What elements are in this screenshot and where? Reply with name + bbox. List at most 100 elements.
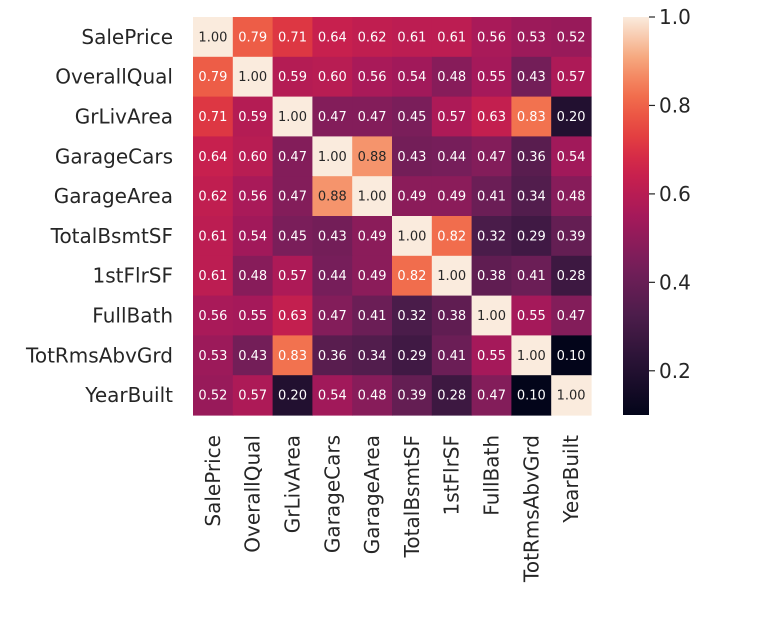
cell-value-label: 0.57 <box>437 110 466 125</box>
heatmap-cell-7-0 <box>193 295 234 336</box>
cell-value-label: 0.39 <box>557 229 586 244</box>
cell-value-label: 0.57 <box>278 269 307 284</box>
heatmap-cell-0-8 <box>511 17 552 58</box>
cell-value-label: 0.88 <box>318 190 347 205</box>
column-label: TotRmsAbvGrd <box>519 435 543 583</box>
cell-value-label: 0.41 <box>437 349 466 364</box>
cell-value-label: 0.48 <box>358 389 387 404</box>
colorbar: 0.2 0.4 0.6 0.8 1.0 <box>623 5 691 415</box>
cell-value-label: 0.57 <box>238 389 267 404</box>
cell-value-label: 0.79 <box>238 30 267 45</box>
heatmap-cell-4-5 <box>392 176 433 217</box>
cell-value-label: 0.55 <box>238 309 267 324</box>
cell-value-label: 0.48 <box>238 269 267 284</box>
heatmap-cell-2-6 <box>431 96 473 137</box>
heatmap-cell-5-4 <box>352 216 393 257</box>
heatmap-cell-9-9 <box>551 375 592 416</box>
heatmap-cell-7-7 <box>471 295 512 336</box>
cell-value-label: 0.44 <box>437 150 466 165</box>
heatmap-cell-9-7 <box>471 375 512 416</box>
cell-value-label: 0.83 <box>517 110 546 125</box>
cell-value-label: 0.56 <box>238 190 267 205</box>
cell-value-label: 0.53 <box>517 30 546 45</box>
heatmap-cell-2-9 <box>551 96 592 137</box>
heatmap-cell-1-4 <box>352 56 393 98</box>
heatmap-cell-2-2 <box>272 96 313 137</box>
heatmap-cell-4-1 <box>232 176 274 217</box>
cell-value-label: 0.28 <box>557 269 586 284</box>
cell-value-label: 0.61 <box>397 30 426 45</box>
cell-value-label: 0.56 <box>198 309 227 324</box>
heatmap-cell-3-0 <box>193 136 234 177</box>
heatmap-cell-3-3 <box>312 136 353 177</box>
heatmap-cell-0-4 <box>352 17 393 58</box>
heatmap-cell-0-5 <box>392 17 433 58</box>
heatmap-cell-9-5 <box>392 375 433 416</box>
column-label: YearBuilt <box>559 435 583 524</box>
cell-value-label: 0.47 <box>358 110 387 125</box>
cell-value-label: 0.38 <box>437 309 466 324</box>
cell-value-label: 0.60 <box>318 70 347 85</box>
cell-value-label: 0.41 <box>517 269 546 284</box>
column-label: TotalBsmtSF <box>400 435 424 558</box>
row-label: GrLivArea <box>75 105 173 129</box>
cell-value-label: 0.32 <box>477 229 506 244</box>
cell-value-label: 0.62 <box>198 190 227 205</box>
cell-value-label: 0.36 <box>517 150 546 165</box>
heatmap-cell-8-0 <box>193 335 234 376</box>
heatmap-cell-6-2 <box>272 255 313 297</box>
heatmap-cell-4-3 <box>312 176 353 217</box>
cell-value-label: 0.47 <box>477 150 506 165</box>
cell-value-label: 0.45 <box>397 110 426 125</box>
cell-value-label: 0.43 <box>238 349 267 364</box>
heatmap-cell-8-2 <box>272 335 313 376</box>
cell-value-label: 0.52 <box>557 30 586 45</box>
heatmap-cell-1-6 <box>431 56 473 98</box>
heatmap-cell-8-7 <box>471 335 512 376</box>
row-labels: SalePrice OverallQual GrLivArea GarageCars G… <box>25 25 173 407</box>
heatmap-cell-6-9 <box>551 255 592 297</box>
column-label: FullBath <box>480 435 504 516</box>
colorbar-gradient <box>623 17 649 415</box>
cell-value-label: 0.10 <box>557 349 586 364</box>
cell-value-label: 0.41 <box>358 309 387 324</box>
row-label: YearBuilt <box>84 383 173 407</box>
cell-value-label: 0.71 <box>278 30 307 45</box>
column-label: GarageArea <box>360 435 384 554</box>
heatmap-cell-8-4 <box>352 335 393 376</box>
cell-value-label: 0.39 <box>397 389 426 404</box>
heatmap-cell-1-3 <box>312 56 353 98</box>
cell-value-label: 0.56 <box>358 70 387 85</box>
heatmap-cell-8-9 <box>551 335 592 376</box>
heatmap-cell-3-8 <box>511 136 552 177</box>
cell-value-label: 1.00 <box>437 269 466 284</box>
column-label: OverallQual <box>241 435 265 553</box>
row-label: 1stFlrSF <box>93 264 173 288</box>
cell-value-label: 0.28 <box>437 389 466 404</box>
cell-value-label: 0.43 <box>318 229 347 244</box>
heatmap-cell-4-2 <box>272 176 313 217</box>
heatmap-cell-1-8 <box>511 56 552 98</box>
heatmap-cell-0-9 <box>551 17 592 58</box>
heatmap-cell-7-3 <box>312 295 353 336</box>
heatmap-cell-1-0 <box>193 56 234 98</box>
cell-value-label: 0.55 <box>477 70 506 85</box>
heatmap-cell-6-1 <box>232 255 274 297</box>
heatmap-cell-7-2 <box>272 295 313 336</box>
cell-value-label: 0.79 <box>198 70 227 85</box>
heatmap-cell-4-0 <box>193 176 234 217</box>
heatmap-cell-5-5 <box>392 216 433 257</box>
cell-value-label: 0.49 <box>358 229 387 244</box>
cell-value-label: 0.29 <box>517 229 546 244</box>
heatmap-cell-5-7 <box>471 216 512 257</box>
heatmap-cell-2-3 <box>312 96 353 137</box>
cell-value-label: 0.82 <box>397 269 426 284</box>
heatmap-cell-9-3 <box>312 375 353 416</box>
cell-value-label: 0.34 <box>358 349 387 364</box>
heatmap-cell-5-9 <box>551 216 592 257</box>
row-label: FullBath <box>92 304 173 328</box>
heatmap-cell-3-5 <box>392 136 433 177</box>
cell-value-label: 0.48 <box>437 70 466 85</box>
heatmap-cell-2-5 <box>392 96 433 137</box>
